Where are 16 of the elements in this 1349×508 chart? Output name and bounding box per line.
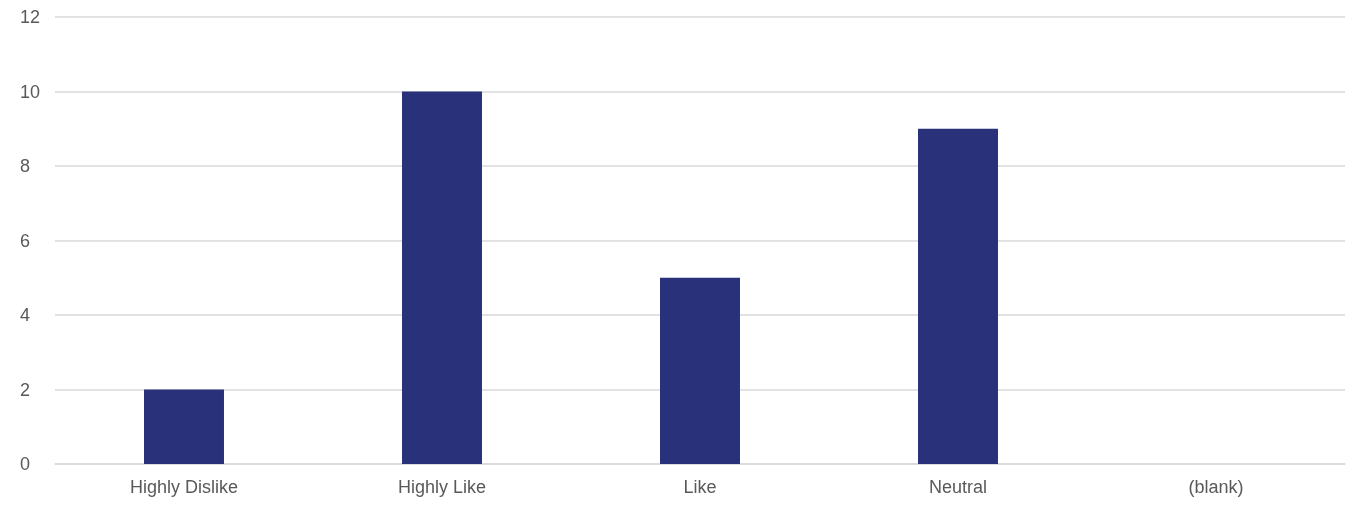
bar bbox=[660, 277, 740, 464]
y-tick-label: 4 bbox=[20, 305, 31, 325]
bar bbox=[402, 91, 482, 464]
y-tick-label: 8 bbox=[20, 156, 31, 176]
x-tick-label: Like bbox=[683, 477, 717, 497]
y-tick-label: 2 bbox=[20, 379, 31, 400]
y-tick-label: 0 bbox=[20, 454, 31, 474]
y-tick-label: 6 bbox=[20, 230, 31, 251]
bar bbox=[918, 128, 998, 464]
x-tick-label: Highly Dislike bbox=[129, 477, 239, 497]
x-tick-label: Highly Like bbox=[397, 477, 487, 497]
y-tick-label: 12 bbox=[20, 7, 41, 27]
bar bbox=[144, 389, 224, 464]
y-tick-label: 10 bbox=[20, 81, 41, 102]
x-tick-label: (blank) bbox=[1188, 477, 1244, 497]
x-tick-label: Neutral bbox=[928, 477, 988, 497]
